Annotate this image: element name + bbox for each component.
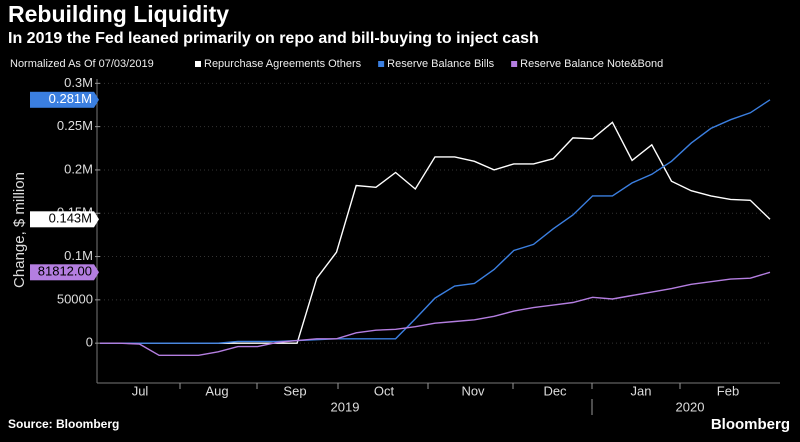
value-flag-tip bbox=[94, 211, 99, 228]
legend-swatch bbox=[378, 61, 385, 67]
chart-title: Rebuilding Liquidity bbox=[8, 1, 229, 27]
year-label: 2020 bbox=[676, 399, 705, 414]
series-line bbox=[100, 271, 771, 356]
series-line bbox=[100, 99, 771, 344]
y-tick-label: 0 bbox=[86, 335, 93, 350]
chart-subtitle: In 2019 the Fed leaned primarily on repo… bbox=[8, 30, 539, 47]
value-flag bbox=[30, 264, 94, 281]
x-tick-label: Feb bbox=[717, 383, 739, 398]
value-flag bbox=[30, 211, 94, 228]
value-flag bbox=[30, 91, 94, 108]
x-tick-label: Sep bbox=[283, 383, 306, 398]
y-tick-label: 0.25M bbox=[57, 118, 93, 133]
value-label: 0.281M bbox=[49, 91, 92, 106]
value-flag-tip bbox=[94, 264, 99, 281]
x-tick-label: Dec bbox=[543, 383, 567, 398]
x-tick-label: Oct bbox=[374, 383, 395, 398]
y-tick-label: 50000 bbox=[57, 291, 93, 306]
x-tick-label: Jul bbox=[132, 383, 149, 398]
value-flag-tip bbox=[94, 91, 99, 108]
x-tick-label: Nov bbox=[461, 383, 485, 398]
y-tick-label: 0.1M bbox=[64, 248, 93, 263]
legend-swatch bbox=[511, 61, 518, 67]
value-label: 0.143M bbox=[49, 211, 92, 226]
value-label: 81812.00 bbox=[38, 264, 92, 279]
y-axis-title: Change, $ million bbox=[11, 172, 28, 288]
source: Source: Bloomberg bbox=[8, 417, 119, 431]
legend-swatch bbox=[195, 61, 201, 67]
year-label: 2019 bbox=[331, 399, 360, 414]
legend-label: Repurchase Agreements Others bbox=[204, 58, 362, 70]
x-tick-label: Aug bbox=[205, 383, 228, 398]
legend-label: Reserve Balance Bills bbox=[387, 58, 494, 70]
brand: Bloomberg bbox=[711, 416, 790, 433]
y-tick-label: 0.3M bbox=[64, 75, 93, 90]
y-tick-label: 0.2M bbox=[64, 161, 93, 176]
series-line bbox=[100, 121, 771, 344]
legend-label: Reserve Balance Note&Bond bbox=[520, 58, 663, 70]
legend-note: Normalized As Of 07/03/2019 bbox=[10, 58, 154, 70]
x-tick-label: Jan bbox=[631, 383, 652, 398]
